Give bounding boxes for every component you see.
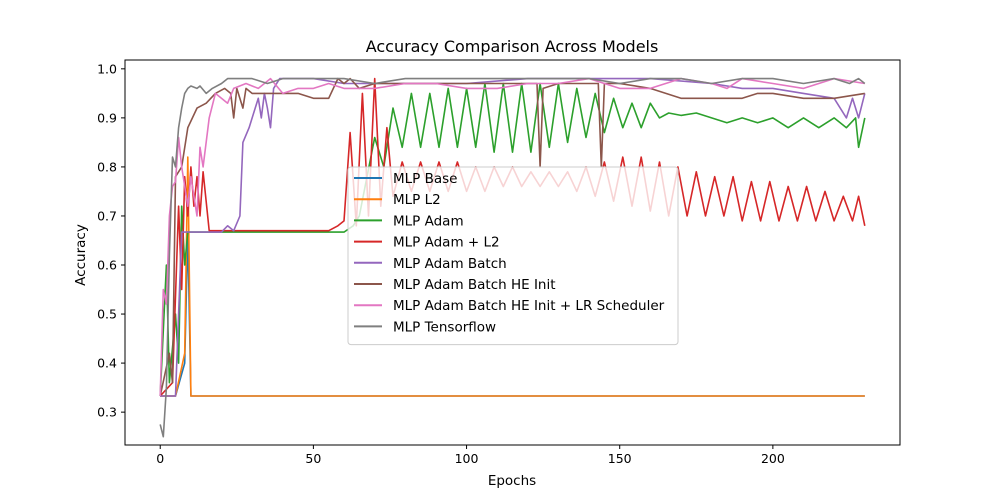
x-tick-label: 0 <box>156 451 164 466</box>
y-tick-label: 0.4 <box>97 356 117 371</box>
x-tick-label: 150 <box>608 451 632 466</box>
chart-title: Accuracy Comparison Across Models <box>366 37 659 56</box>
plot-area: 0 50 100 150 200 0.3 0.4 0.5 0.6 0.7 0.8 0.9 1.0 MLP … <box>97 59 901 466</box>
legend-label: MLP Adam Batch HE Init <box>393 277 556 293</box>
x-axis-label: Epochs <box>488 473 536 489</box>
y-tick-label: 0.9 <box>97 110 117 125</box>
legend-box <box>347 166 679 346</box>
y-axis-label: Accuracy <box>73 224 89 286</box>
y-tick-label: 1.0 <box>97 61 117 76</box>
legend-label: MLP Adam Batch HE Init + LR Scheduler <box>393 298 665 314</box>
y-tick-label: 0.7 <box>97 208 117 223</box>
legend-label: MLP Adam + L2 <box>393 235 500 251</box>
legend-label: MLP Base <box>393 171 457 187</box>
y-tick-label: 0.5 <box>97 307 117 322</box>
y-tick-label: 0.6 <box>97 258 117 273</box>
y-tick-label: 0.3 <box>97 405 117 420</box>
legend-label: MLP Adam Batch <box>393 256 507 272</box>
x-tick-label: 100 <box>455 451 479 466</box>
x-tick-label: 50 <box>305 451 321 466</box>
y-tick-label: 0.8 <box>97 159 117 174</box>
x-tick-label: 200 <box>761 451 785 466</box>
legend-label: MLP L2 <box>393 192 441 208</box>
legend-label: MLP Tensorflow <box>393 319 496 335</box>
axes-frame <box>124 59 901 446</box>
series-line-6 <box>159 77 865 397</box>
legend-label: MLP Adam <box>393 213 464 229</box>
series-line-8 <box>159 77 866 438</box>
